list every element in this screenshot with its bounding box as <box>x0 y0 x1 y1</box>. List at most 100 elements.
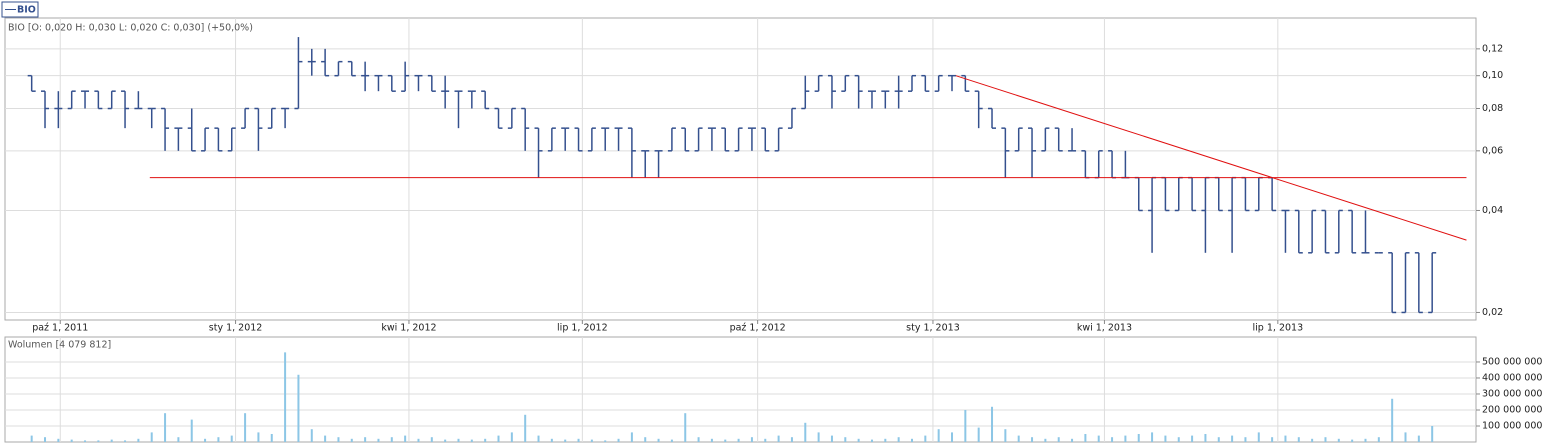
volume-y-tick-label: 100 000 000 <box>1482 420 1542 431</box>
volume-bar <box>857 438 860 442</box>
volume-bar <box>644 437 647 442</box>
volume-bar <box>1284 435 1287 442</box>
volume-bar <box>1324 437 1327 442</box>
volume-bar <box>484 438 487 442</box>
volume-bar <box>377 438 380 442</box>
volume-bar <box>497 435 500 442</box>
volume-bar <box>284 352 287 442</box>
volume-bar <box>524 414 527 442</box>
volume-bar <box>1337 438 1340 442</box>
volume-bar <box>590 439 593 442</box>
y-tick-label: 0,10 <box>1482 70 1503 81</box>
volume-bar <box>1164 435 1167 442</box>
volume-bar <box>164 413 167 442</box>
volume-bar <box>577 438 580 442</box>
volume-bar <box>964 409 967 442</box>
volume-bar <box>244 413 247 442</box>
volume-bar <box>870 439 873 442</box>
volume-bar <box>510 432 513 442</box>
volume-panel <box>4 336 1477 443</box>
volume-y-tick-label: 500 000 000 <box>1482 356 1542 367</box>
volume-bar <box>884 438 887 442</box>
volume-bar <box>177 437 180 442</box>
volume-bar <box>310 429 313 442</box>
volume-bar <box>124 440 127 442</box>
volume-bar <box>324 435 327 442</box>
y-tick-label: 0,08 <box>1482 103 1503 114</box>
volume-bar <box>297 374 300 442</box>
volume-bar <box>844 437 847 442</box>
volume-bar <box>204 438 207 442</box>
volume-bar <box>390 437 393 442</box>
volume-bar <box>750 437 753 442</box>
volume-bar <box>617 438 620 442</box>
volume-bar <box>830 435 833 442</box>
volume-bar <box>1044 438 1047 442</box>
x-tick-label: kwi 1, 2013 <box>1077 323 1132 334</box>
volume-bar <box>337 437 340 442</box>
x-tick-label: sty 1, 2013 <box>906 323 960 334</box>
volume-bar <box>1244 437 1247 442</box>
y-tick-label: 0,12 <box>1482 43 1503 54</box>
volume-y-tick-label: 200 000 000 <box>1482 404 1542 415</box>
volume-bar <box>1177 437 1180 442</box>
volume-bar <box>1217 437 1220 442</box>
volume-bar <box>270 433 273 442</box>
volume-bar <box>470 439 473 442</box>
volume-bar <box>937 429 940 442</box>
y-tick-label: 0,06 <box>1482 145 1503 156</box>
volume-y-tick-label: 400 000 000 <box>1482 372 1542 383</box>
volume-bar <box>430 437 433 442</box>
volume-bar <box>1257 432 1260 442</box>
volume-bar <box>550 438 553 442</box>
volume-bar <box>70 439 73 442</box>
volume-bar <box>1351 439 1354 442</box>
volume-bar <box>710 438 713 442</box>
volume-bar <box>1111 437 1114 442</box>
volume-bar <box>1031 437 1034 442</box>
volume-bar <box>777 435 780 442</box>
y-tick-label: 0,02 <box>1482 307 1503 318</box>
volume-bar <box>764 438 767 442</box>
y-tick-label: 0,04 <box>1482 205 1503 216</box>
volume-bar <box>84 440 87 442</box>
volume-bar <box>1417 435 1420 442</box>
volume-bar <box>1151 432 1154 442</box>
volume-bar <box>1404 432 1407 442</box>
volume-bar <box>57 438 60 442</box>
volume-bar <box>404 435 407 442</box>
volume-bar <box>910 438 913 442</box>
volume-bar <box>630 432 633 442</box>
legend-box <box>1 1 39 18</box>
volume-bar <box>97 440 100 442</box>
volume-bar <box>1377 437 1380 442</box>
price-panel <box>4 17 1477 321</box>
volume-bar <box>1071 438 1074 442</box>
x-tick-label: paź 1, 2012 <box>730 323 786 334</box>
volume-bar <box>1297 437 1300 442</box>
volume-bar <box>217 437 220 442</box>
volume-bar <box>697 437 700 442</box>
volume-bar <box>1137 433 1140 442</box>
volume-y-tick-label: 300 000 000 <box>1482 388 1542 399</box>
volume-bar <box>417 438 420 442</box>
volume-bar <box>1004 429 1007 442</box>
volume-bar <box>670 439 673 442</box>
volume-info: Wolumen [4 079 812] <box>8 340 111 351</box>
volume-bar <box>110 439 113 442</box>
volume-bar <box>657 438 660 442</box>
trendline <box>955 75 1467 241</box>
x-tick-label: paź 1, 2011 <box>32 323 88 334</box>
volume-bar <box>684 413 687 442</box>
volume-bar <box>44 437 47 442</box>
volume-bar <box>1204 433 1207 442</box>
volume-bar <box>1057 437 1060 442</box>
volume-bar <box>1311 438 1314 442</box>
volume-bar <box>737 438 740 442</box>
volume-bar <box>1391 398 1394 442</box>
volume-bar <box>257 432 260 442</box>
volume-bar <box>1017 435 1020 442</box>
volume-bar <box>977 427 980 442</box>
price-info: BIO [O: 0,020 H: 0,030 L: 0,020 C: 0,030… <box>8 23 253 34</box>
